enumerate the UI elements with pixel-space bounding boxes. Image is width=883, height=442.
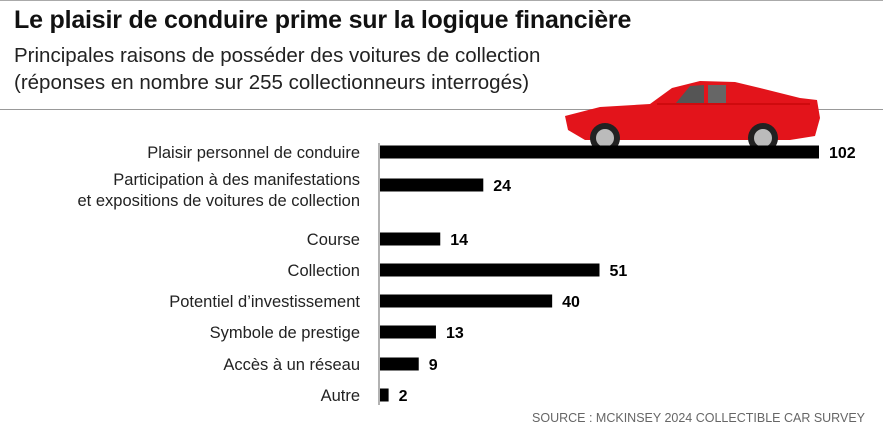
source-note: SOURCE : MCKINSEY 2024 COLLECTIBLE CAR S… [532,411,865,425]
data-label: 2 [399,388,408,405]
category-label: Symbole de prestige [210,324,360,342]
data-label: 102 [829,145,856,162]
category-label: Potentiel d’investissement [169,293,360,311]
data-label: 13 [446,325,464,342]
data-label: 9 [429,357,438,374]
car-illustration [565,81,820,153]
data-label: 14 [450,232,468,249]
category-label: et expositions de voitures de collection [78,192,361,210]
category-label: Participation à des manifestations [113,171,360,189]
top-border [0,0,883,1]
category-label: Accès à un réseau [223,356,360,374]
category-label: Collection [288,262,360,280]
category-label: Autre [321,387,360,405]
bar [380,232,441,246]
data-label: 40 [562,294,580,311]
chart-subtitle-line-2: (réponses en nombre sur 255 collectionne… [14,71,530,94]
data-label: 51 [610,263,628,280]
data-label: 24 [493,178,511,195]
chart-title: Le plaisir de conduire prime sur la logi… [14,6,632,34]
bar [380,145,819,159]
bar [380,325,436,339]
bar [380,263,600,277]
category-label: Plaisir personnel de conduire [147,144,360,162]
separator-line [0,109,883,110]
category-label: Course [307,231,360,249]
chart-subtitle-line-1: Principales raisons de posséder des voit… [14,44,541,67]
bar [380,294,553,308]
bar [380,388,389,402]
bar [380,357,419,371]
bar [380,178,484,192]
